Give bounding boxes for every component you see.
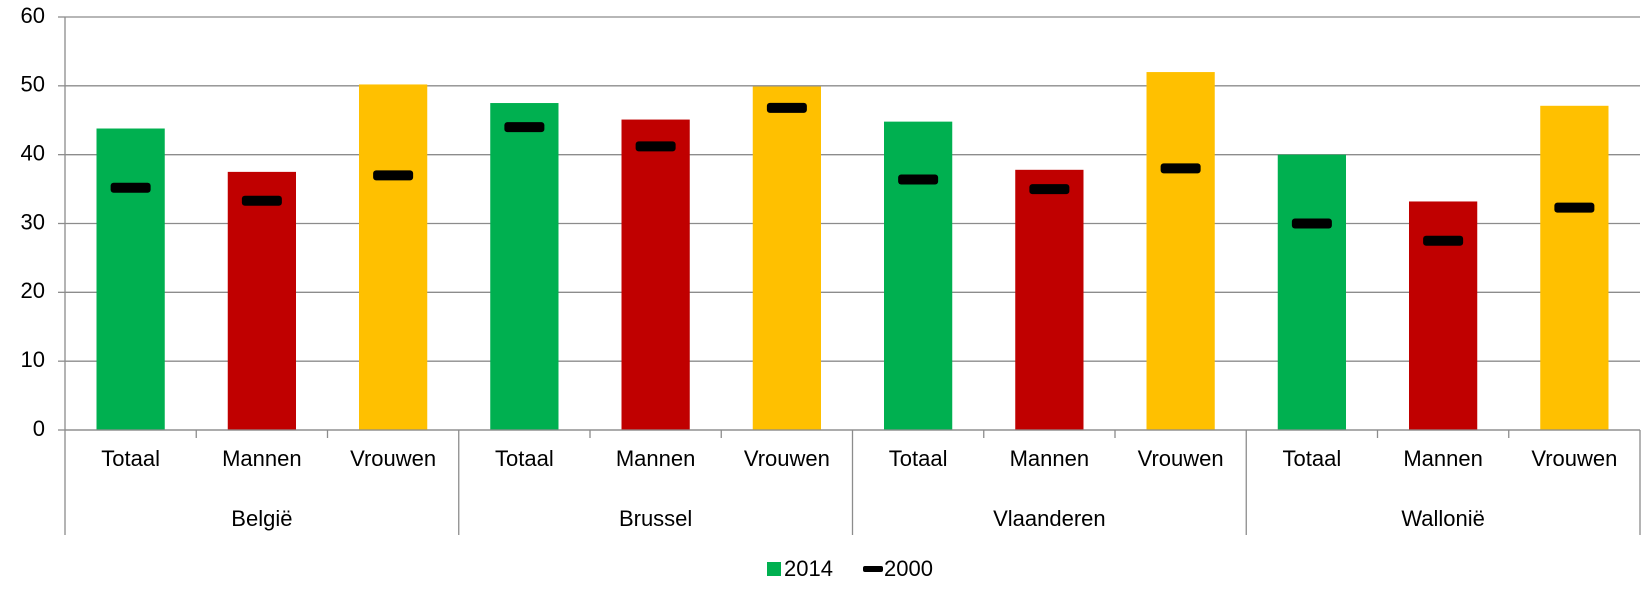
y-tick-label: 20 <box>21 278 45 303</box>
y-tick-label: 60 <box>21 3 45 28</box>
x-tick-label: Mannen <box>1010 446 1090 471</box>
legend-label: 2000 <box>884 556 933 581</box>
legend-swatch <box>767 562 781 576</box>
marker-2000 <box>1160 163 1201 174</box>
bar <box>490 103 559 431</box>
legend-swatch <box>863 566 883 572</box>
bar <box>884 121 953 431</box>
bar <box>1277 154 1346 430</box>
marker-2000 <box>373 170 414 181</box>
group-label: Brussel <box>619 506 692 531</box>
x-tick-label: Totaal <box>1283 446 1342 471</box>
y-tick-label: 30 <box>21 209 45 234</box>
marker-2000 <box>110 182 151 193</box>
x-tick-label: Vrouwen <box>350 446 436 471</box>
x-tick-label: Mannen <box>222 446 302 471</box>
bar <box>1015 169 1084 430</box>
x-tick-label: Vrouwen <box>1531 446 1617 471</box>
marker-2000 <box>1029 184 1070 195</box>
marker-2000 <box>241 195 282 206</box>
marker-2000 <box>1554 202 1595 213</box>
bar <box>359 84 428 430</box>
y-tick-label: 0 <box>33 416 45 441</box>
bar <box>227 171 296 430</box>
marker-2000 <box>504 122 545 133</box>
marker-2000 <box>1423 235 1464 246</box>
legend-label: 2014 <box>784 556 833 581</box>
y-tick-label: 40 <box>21 140 45 165</box>
x-tick-label: Totaal <box>889 446 948 471</box>
x-tick-label: Mannen <box>1403 446 1483 471</box>
x-tick-label: Vrouwen <box>744 446 830 471</box>
marker-2000 <box>1291 218 1332 229</box>
bar <box>752 86 821 430</box>
marker-2000 <box>766 102 807 113</box>
bar <box>1540 105 1609 431</box>
y-tick-label: 50 <box>21 72 45 97</box>
marker-2000 <box>635 141 676 152</box>
bar <box>1146 72 1215 431</box>
group-label: Wallonië <box>1401 506 1485 531</box>
bar <box>96 128 165 430</box>
bar <box>621 119 690 430</box>
x-tick-label: Vrouwen <box>1138 446 1224 471</box>
group-label: Vlaanderen <box>993 506 1106 531</box>
x-tick-label: Totaal <box>101 446 160 471</box>
group-label: België <box>231 506 292 531</box>
y-tick-label: 10 <box>21 347 45 372</box>
x-tick-label: Mannen <box>616 446 696 471</box>
marker-2000 <box>898 174 939 185</box>
x-tick-label: Totaal <box>495 446 554 471</box>
